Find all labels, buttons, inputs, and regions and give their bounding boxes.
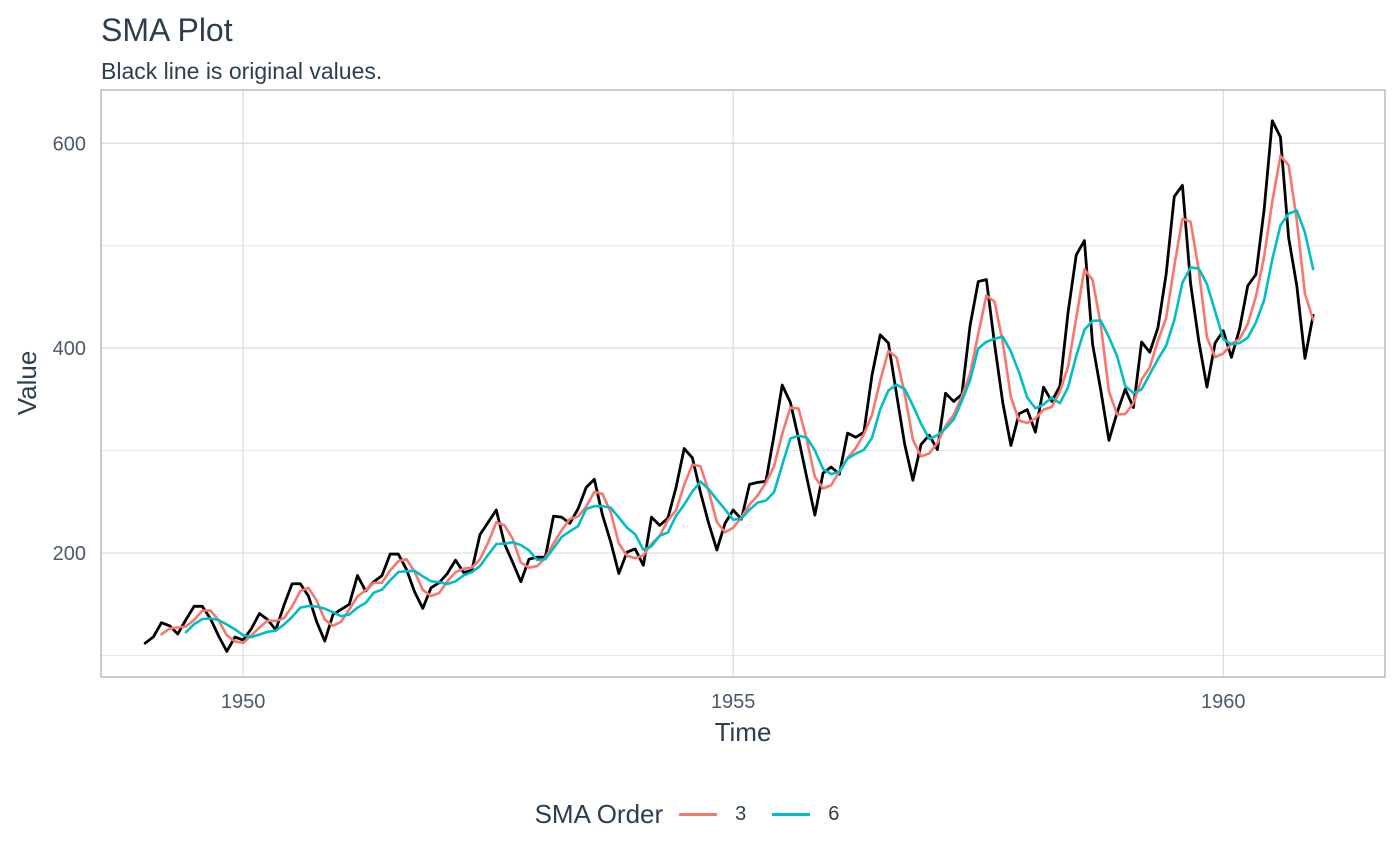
legend-label-sma-6: 6 [828, 802, 840, 825]
legend-title: SMA Order [534, 798, 664, 829]
legend-item-sma-6: 6 [772, 803, 839, 826]
x-axis-title: Time [715, 717, 772, 747]
legend-label-sma-3: 3 [735, 802, 747, 825]
plot-panel-border [100, 89, 1386, 678]
series-original-line [143, 119, 1315, 653]
chart-subtitle: Black line is original values. [101, 58, 383, 84]
y-axis-ticks: 200 400 600 [53, 133, 86, 565]
line-chart: 1950 1955 1960 200 400 600 Time Value [12, 89, 1386, 747]
series-sma-6-line [184, 209, 1315, 639]
y-tick-label: 400 [53, 338, 86, 360]
chart-title: SMA Plot [101, 12, 233, 48]
grid-lines [101, 90, 1385, 677]
y-tick-label: 600 [53, 133, 86, 155]
x-tick-label: 1955 [711, 691, 756, 713]
legend-swatch-sma-3 [679, 812, 718, 816]
y-axis-title: Value [12, 351, 42, 416]
legend-item-sma-3: 3 [679, 803, 746, 826]
x-axis-ticks: 1950 1955 1960 [221, 691, 1246, 713]
x-tick-label: 1960 [1201, 691, 1246, 713]
legend-swatch-sma-6 [772, 812, 811, 816]
series-sma-3-line [160, 154, 1315, 645]
y-tick-label: 200 [53, 543, 86, 565]
x-tick-label: 1950 [221, 691, 266, 713]
legend: SMA Order 3 6 [0, 796, 1400, 832]
series-lines [143, 119, 1315, 653]
